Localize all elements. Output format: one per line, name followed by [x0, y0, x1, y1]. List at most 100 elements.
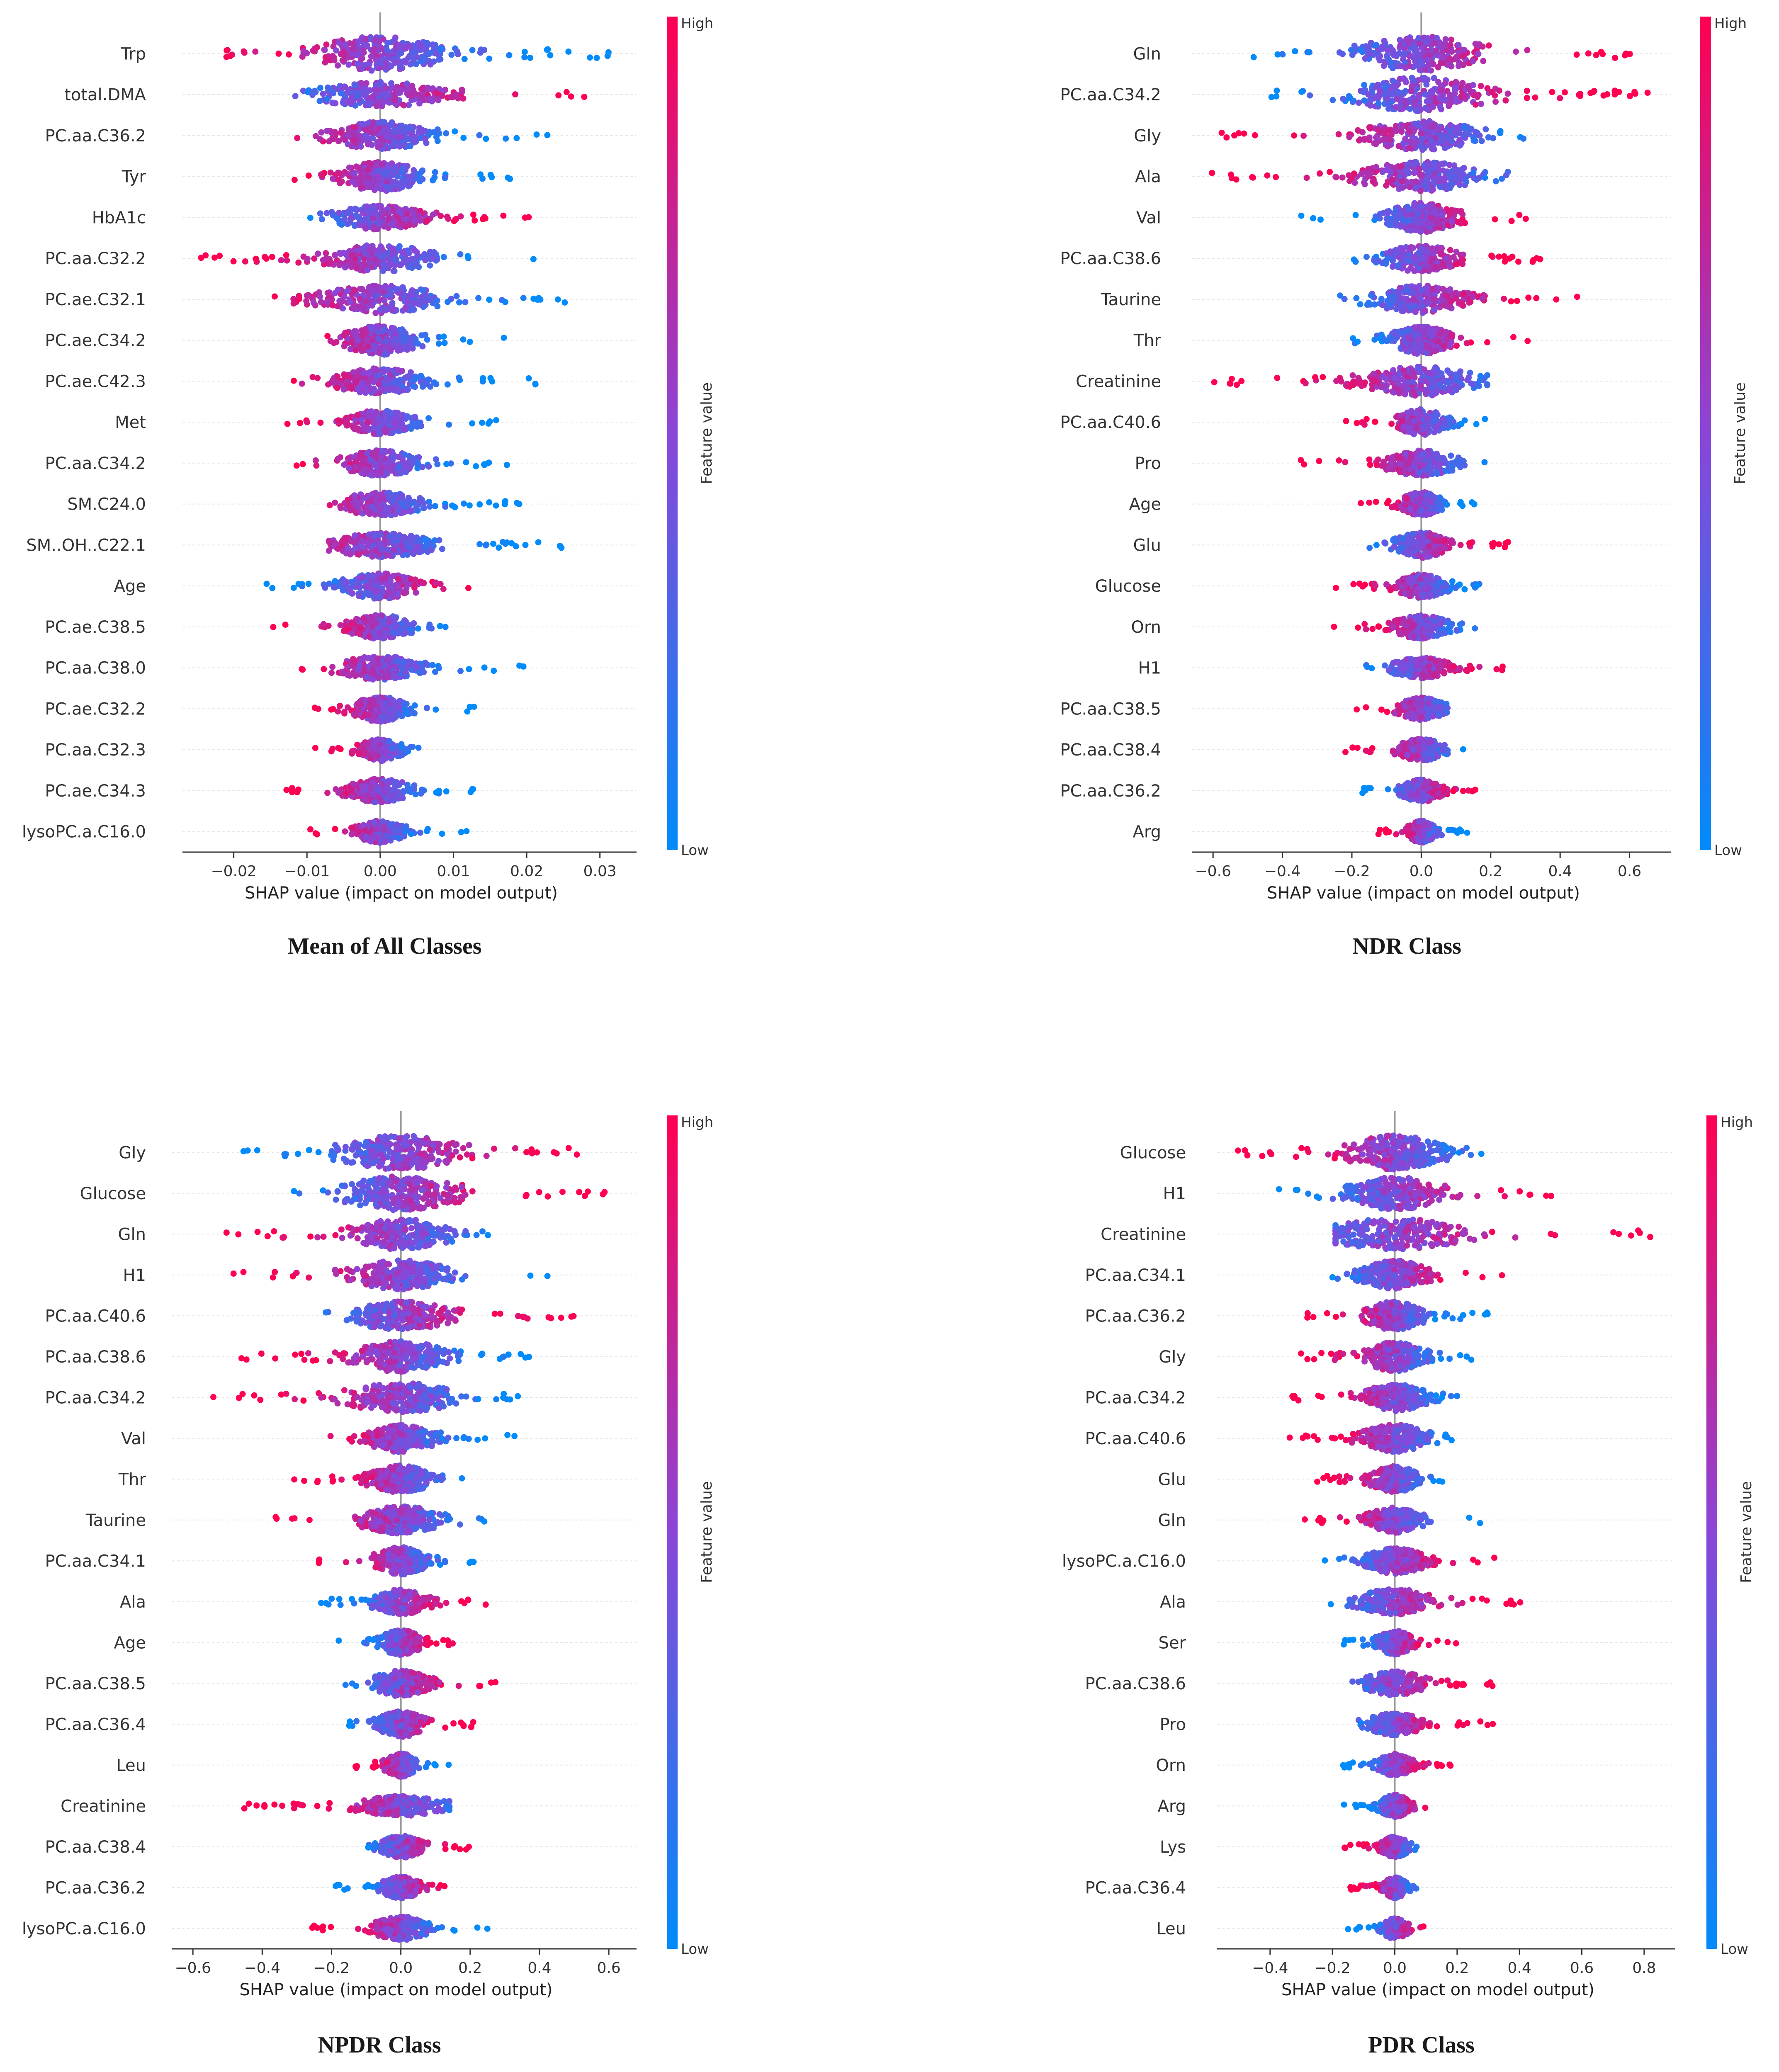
shap-dot [443, 130, 449, 136]
shap-dot [398, 417, 404, 423]
shap-dot [406, 342, 412, 349]
shap-dot [370, 676, 376, 683]
shap-dot [369, 586, 376, 592]
shap-dot [262, 254, 268, 260]
shap-dot [445, 381, 451, 388]
shap-dot [432, 169, 438, 175]
feature-label: Met [115, 413, 146, 432]
shap-dot [328, 670, 335, 676]
shap-dot [364, 674, 370, 680]
shap-dot [377, 372, 383, 378]
shap-dot [402, 142, 408, 148]
shap-dot [530, 296, 537, 302]
shap-dot [388, 553, 394, 559]
shap-dot [291, 378, 297, 384]
shap-dot [341, 386, 347, 393]
shap-dot [339, 669, 345, 675]
shap-dot [401, 206, 408, 213]
shap-dot [378, 243, 384, 250]
shap-dot [532, 381, 539, 387]
shap-dot [354, 551, 360, 557]
shap-dot [453, 92, 459, 98]
shap-dot [354, 412, 360, 418]
shap-dot [358, 80, 364, 86]
shap-dot [367, 371, 373, 377]
shap-dot [311, 299, 317, 306]
shap-dot [295, 260, 301, 266]
shap-dot [366, 175, 372, 181]
shap-dot [399, 542, 405, 549]
shap-dot [325, 381, 331, 388]
shap-dot [384, 63, 390, 70]
shap-dot [409, 83, 415, 89]
shap-dot [423, 536, 429, 542]
shap-dot [354, 742, 360, 748]
shap-dot [344, 416, 350, 423]
shap-dot [377, 531, 383, 537]
shap-dot [365, 419, 371, 425]
beeswarm-dots [198, 34, 612, 846]
shap-dot [408, 289, 415, 295]
shap-dot [410, 211, 416, 217]
shap-dot [521, 54, 527, 60]
shap-dot [384, 413, 391, 419]
shap-dot [386, 163, 392, 169]
shap-dot [407, 627, 413, 633]
shap-dot [314, 44, 320, 51]
x-tick-label: 0.01 [437, 863, 470, 880]
shap-dot [376, 381, 382, 387]
shap-dot [425, 415, 432, 421]
shap-dot [427, 262, 433, 269]
shap-dot [426, 622, 433, 628]
shap-dot [417, 830, 423, 836]
shap-dot [386, 778, 392, 785]
shap-dot [328, 259, 334, 265]
shap-dot [486, 56, 492, 62]
shap-dot [362, 218, 368, 224]
shap-dot [373, 37, 379, 44]
shap-dot [347, 299, 353, 305]
shap-dot [278, 257, 284, 263]
shap-dot [460, 135, 467, 141]
shap-dot [413, 505, 419, 512]
feature-label: Tyr [122, 168, 146, 187]
shap-dot [555, 92, 561, 99]
shap-dot [386, 619, 392, 625]
shap-dot [372, 512, 378, 518]
shap-dot [371, 714, 377, 720]
shap-dot [357, 296, 363, 302]
shap-dot [374, 62, 380, 68]
shap-dot [365, 575, 371, 581]
shap-dot [349, 631, 355, 637]
shap-dot [329, 746, 335, 752]
colorbar-high-label: High [681, 15, 713, 32]
shap-dot [502, 498, 508, 504]
shap-dot [322, 47, 328, 53]
beeswarm-dots [1209, 34, 1650, 846]
shap-dot [394, 827, 401, 833]
shap-dot [284, 421, 291, 427]
shap-dot [363, 298, 369, 304]
shap-dot [398, 345, 404, 352]
shap-dot [317, 98, 323, 104]
shap-dot [535, 539, 542, 545]
shap-dot [396, 533, 402, 539]
shap-dot [376, 336, 382, 342]
shap-dot [377, 350, 383, 356]
shap-dot [345, 374, 352, 380]
shap-dot [425, 85, 431, 91]
shap-dot [365, 140, 372, 146]
shap-dot [346, 127, 352, 133]
shap-dot [475, 295, 481, 301]
shap-dot [364, 549, 370, 555]
shap-dot [465, 585, 471, 591]
shap-dot [319, 172, 325, 178]
shap-dot [320, 257, 326, 263]
shap-dot [379, 799, 385, 805]
shap-dot [530, 256, 537, 262]
shap-dot [377, 307, 383, 313]
shap-dot [381, 298, 387, 304]
shap-dot [441, 254, 447, 260]
shap-dot [416, 420, 422, 427]
shap-dot [282, 622, 289, 628]
